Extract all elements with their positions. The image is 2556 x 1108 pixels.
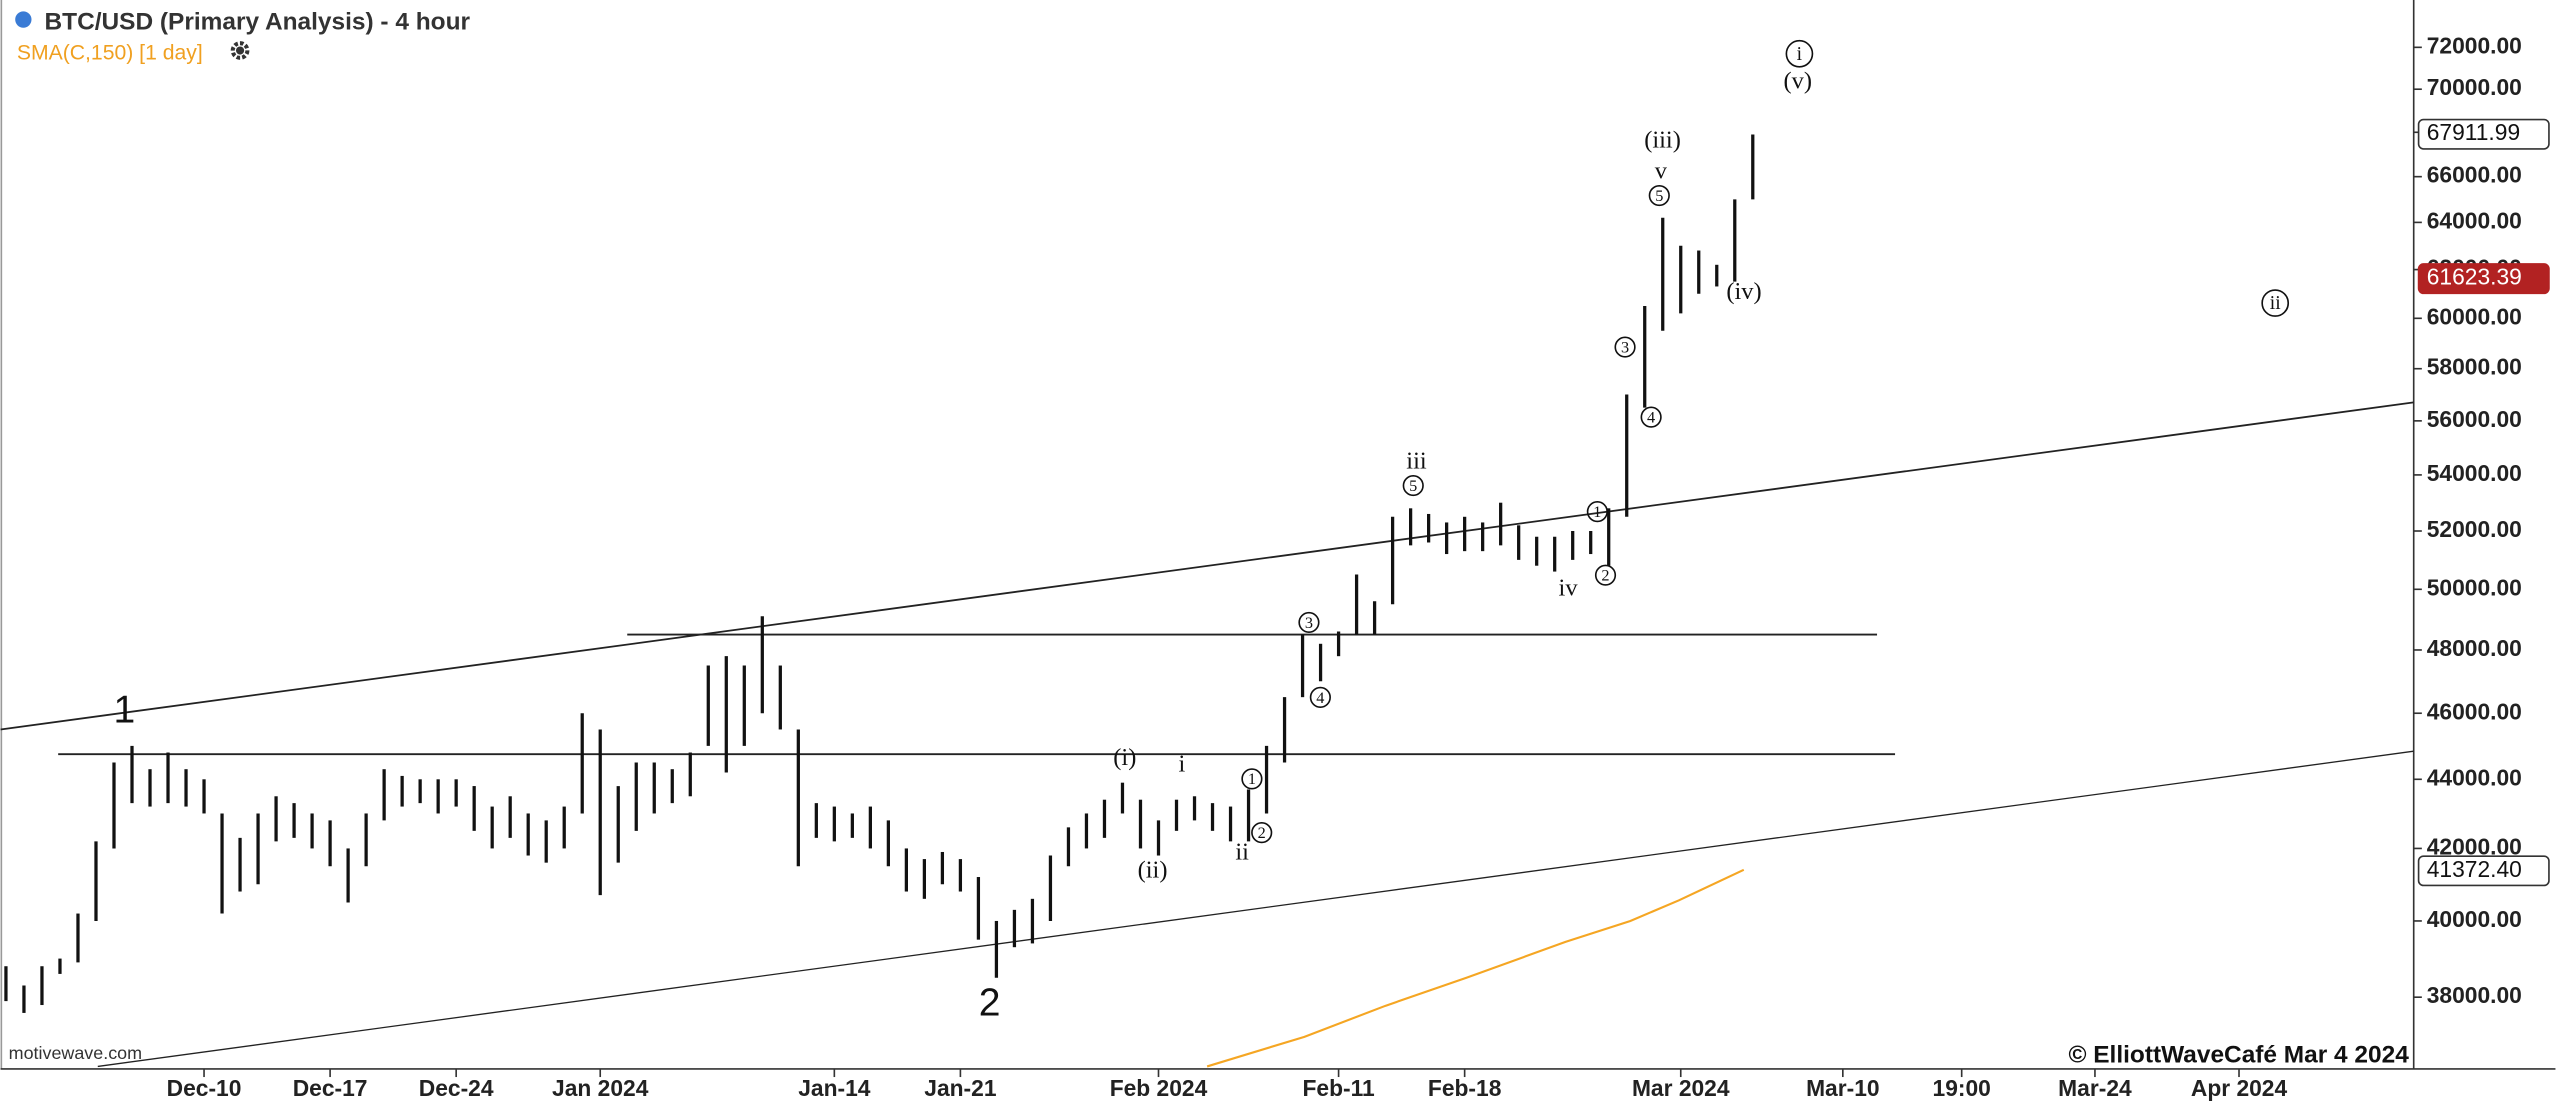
- y-tick-label: 42000.00: [2427, 833, 2522, 859]
- wave-circle: [1241, 768, 1263, 790]
- y-tick-label: 64000.00: [2427, 207, 2522, 233]
- trendline: [0, 401, 2414, 731]
- y-tick-label: 66000.00: [2427, 162, 2522, 188]
- x-tick-label: Mar 2024: [1632, 1075, 1730, 1101]
- price-label: 61623.39: [2427, 264, 2522, 290]
- wave-circle: [1785, 39, 1814, 68]
- wave-label: 3: [1621, 337, 1629, 356]
- wave-circle: [1648, 184, 1670, 207]
- wave-label: ii: [1235, 838, 1249, 865]
- wave-label: (ii): [1138, 856, 1168, 883]
- wave-label: 1: [1248, 769, 1256, 788]
- wave-circle: [1614, 336, 1636, 358]
- x-tick-label: Mar-24: [2058, 1075, 2132, 1101]
- sma-line: [1206, 868, 1745, 1068]
- wave-label: i: [1797, 44, 1803, 65]
- wave-circle: [1298, 611, 1320, 634]
- y-tick-label: 58000.00: [2427, 354, 2522, 380]
- wave-label: 5: [1655, 186, 1663, 205]
- price-label-box: [2417, 118, 2550, 150]
- chart-title: BTC/USD (Primary Analysis) - 4 hour: [45, 8, 471, 35]
- wave-label: 1: [1593, 502, 1601, 521]
- y-tick-label: 48000.00: [2427, 635, 2522, 661]
- wave-label: 2: [979, 982, 1001, 1025]
- price-label-box: [2417, 855, 2550, 887]
- wave-label: (iii): [1644, 126, 1681, 153]
- y-tick-label: 50000.00: [2427, 574, 2522, 600]
- wave-label: (i): [1113, 744, 1136, 771]
- wave-label: (iv): [1726, 278, 1761, 305]
- wave-label: 4: [1647, 407, 1655, 426]
- settings-icon[interactable]: [230, 41, 250, 60]
- gear-hub: [235, 46, 245, 55]
- x-tick-label: Apr 2024: [2191, 1075, 2288, 1101]
- wave-label: i: [1178, 750, 1185, 777]
- wave-label: 2: [1258, 823, 1266, 842]
- symbol-dot: [15, 11, 32, 28]
- wave-label: 3: [1305, 613, 1313, 632]
- price-label: 67911.99: [2427, 119, 2520, 145]
- wave-label: 2: [1601, 566, 1609, 585]
- wave-circle: [2261, 289, 2290, 317]
- x-tick-label: 19:00: [1933, 1075, 1991, 1101]
- wave-circle: [1594, 564, 1617, 586]
- x-tick-label: Feb-11: [1302, 1075, 1375, 1101]
- x-tick-label: Dec-17: [293, 1075, 368, 1101]
- wave-label: v: [1655, 157, 1668, 184]
- wave-label: 4: [1316, 688, 1324, 707]
- wave-circle: [1402, 474, 1424, 497]
- x-tick-label: Jan-14: [798, 1075, 871, 1101]
- y-tick-label: 52000.00: [2427, 516, 2522, 542]
- price-label: 41372.40: [2427, 856, 2522, 882]
- x-tick-label: Feb 2024: [1110, 1075, 1208, 1101]
- x-tick-label: Dec-24: [419, 1075, 494, 1101]
- trendline: [97, 750, 2414, 1068]
- wave-label: ii: [2270, 293, 2281, 314]
- credit: © ElliottWaveCafé Mar 4 2024: [2068, 1041, 2409, 1068]
- x-tick-label: Feb-18: [1428, 1075, 1501, 1101]
- wave-label: iii: [1406, 447, 1427, 474]
- wave-circle: [1586, 501, 1608, 523]
- x-tick-label: Jan 2024: [552, 1075, 649, 1101]
- y-tick-label: 54000.00: [2427, 460, 2522, 486]
- wave-label: 5: [1409, 476, 1417, 495]
- wave-label: 1: [114, 688, 136, 731]
- wave-circle: [1251, 822, 1273, 844]
- y-tick-label: 70000.00: [2427, 74, 2522, 100]
- wave-circle: [1640, 406, 1662, 428]
- y-tick-label: 44000.00: [2427, 764, 2522, 790]
- source: motivewave.com: [9, 1043, 142, 1063]
- y-tick-label: 40000.00: [2427, 906, 2522, 932]
- x-tick-label: Jan-21: [924, 1075, 997, 1101]
- y-tick-label: 46000.00: [2427, 698, 2522, 724]
- wave-circle: [1309, 686, 1331, 708]
- y-tick-label: 72000.00: [2427, 32, 2522, 58]
- y-tick-label: 38000.00: [2427, 982, 2522, 1008]
- price-label-box: [2417, 263, 2550, 295]
- y-tick-label: 56000.00: [2427, 406, 2522, 432]
- wave-label: (v): [1784, 68, 1813, 95]
- y-tick-label: 60000.00: [2427, 303, 2522, 329]
- x-tick-label: Mar-10: [1806, 1075, 1879, 1101]
- gear-teeth: [230, 41, 250, 60]
- x-tick-label: Dec-10: [167, 1075, 242, 1101]
- wave-label: iv: [1559, 574, 1579, 601]
- indicator-label: SMA(C,150) [1 day]: [17, 41, 203, 64]
